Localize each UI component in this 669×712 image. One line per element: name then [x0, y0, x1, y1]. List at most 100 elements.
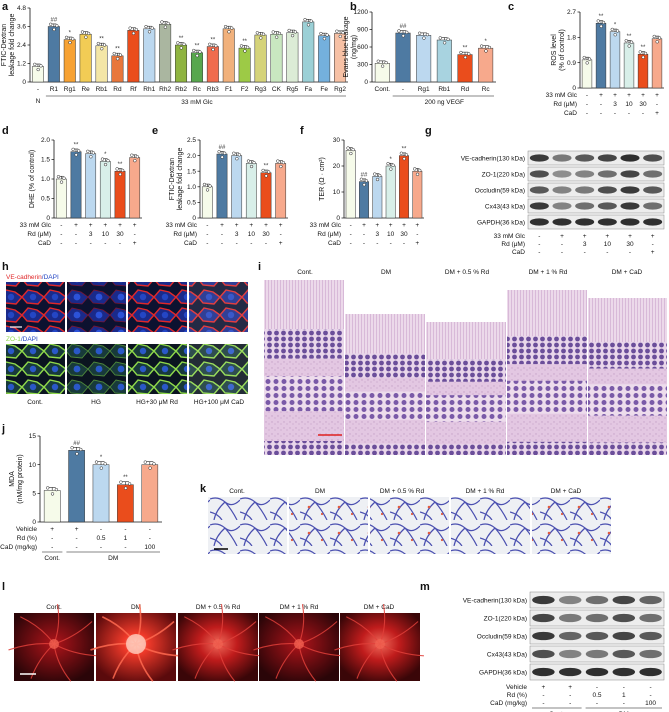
condition-cell: -	[363, 240, 365, 247]
band-label: ZO-1(220 kDa)	[484, 615, 527, 622]
condition-cell: -	[538, 241, 540, 248]
data-point	[376, 59, 380, 63]
data-point	[610, 27, 614, 32]
condition-cell: +	[655, 110, 659, 117]
condition-row-label: Rd (μM)	[27, 231, 51, 238]
optic-disc	[375, 639, 385, 649]
x-tick-label: -	[37, 86, 39, 93]
caption-h-1: HG	[91, 399, 101, 406]
condition-cell: -	[75, 240, 77, 247]
caption-i-4: DM + CaD	[612, 269, 643, 276]
data-point	[275, 35, 279, 39]
caption-l-1: DM	[131, 604, 141, 611]
data-point	[243, 49, 247, 53]
y-axis-label: DHE (% of control)	[29, 150, 36, 208]
blot-band	[612, 649, 636, 659]
x-tick-label: Rg1	[64, 86, 76, 93]
condition-cell: 3	[235, 231, 239, 238]
condition-cell: +	[568, 684, 572, 691]
blot-band	[620, 186, 640, 194]
band-label: ZO-1(220 kDa)	[482, 171, 525, 178]
condition-cell: -	[51, 535, 53, 542]
if-zo-cont	[6, 344, 65, 394]
condition-cell: 3	[583, 241, 587, 248]
panel-label-f: f	[300, 125, 304, 137]
y-tick-label: 30	[333, 137, 341, 144]
data-point	[422, 36, 426, 40]
data-point	[205, 188, 210, 192]
data-point	[287, 28, 291, 33]
y-axis-label: MDA(nM/mg protein)	[9, 454, 24, 503]
outer-plexiform-layer	[426, 381, 506, 396]
condition-cell: -	[100, 526, 102, 533]
y-tick-label: 0.5	[41, 196, 50, 203]
condition-cell: +	[279, 222, 283, 229]
y-tick-label: 20	[333, 163, 341, 170]
panel-label-d: d	[2, 125, 9, 137]
x-tick-label: R1	[50, 86, 59, 93]
caption-i-1: DM	[381, 269, 391, 276]
condition-row-label: CaD	[184, 240, 197, 247]
condition-cell: +	[542, 684, 546, 691]
data-point	[293, 30, 297, 34]
data-point	[202, 182, 207, 187]
data-point	[281, 160, 285, 165]
data-point	[425, 32, 430, 37]
data-point	[150, 26, 154, 30]
condition-row-label: Vehicle	[506, 684, 527, 691]
data-point	[230, 26, 234, 30]
band-label: GAPDH(36 kDa)	[477, 219, 525, 226]
condition-cell: 0.5	[592, 692, 601, 699]
data-point	[208, 184, 212, 188]
group-label-vegf: 200 ng VEGF	[425, 99, 464, 106]
blot-band	[639, 595, 662, 605]
data-point	[249, 164, 254, 169]
data-point	[56, 175, 61, 179]
y-tick-label: 5	[32, 491, 36, 498]
x-tick-label: F1	[225, 86, 233, 93]
data-point	[615, 29, 620, 33]
condition-cell: +	[133, 222, 137, 229]
condition-cell: -	[76, 544, 78, 551]
data-point	[127, 482, 132, 486]
data-point	[147, 30, 152, 34]
inner-plexiform-layer	[507, 413, 587, 442]
data-point	[484, 49, 488, 53]
condition-row-label: Rd (μM)	[317, 231, 341, 238]
y-tick-label: 2.5	[187, 137, 196, 144]
inner-nuclear-layer	[507, 380, 587, 414]
band-label: Cx43(43 kDa)	[487, 651, 527, 658]
condition-cell: -	[134, 231, 136, 238]
outer-plexiform-layer	[507, 364, 587, 381]
panel-label-l: l	[2, 581, 5, 593]
caption-l-2: DM + 0.5 % Rd	[196, 604, 241, 611]
y-tick-label: 0	[336, 215, 340, 222]
data-point	[115, 167, 119, 171]
blot-band	[639, 631, 662, 641]
x-tick-label: Re	[81, 86, 90, 93]
data-point	[375, 177, 380, 182]
x-tick-label: Rb2	[175, 86, 187, 93]
data-point	[405, 30, 409, 34]
condition-cell: -	[628, 110, 630, 117]
data-point	[116, 57, 120, 61]
data-point	[86, 149, 90, 153]
condition-cell: -	[124, 544, 126, 551]
blot-band	[612, 667, 636, 677]
blot-band	[639, 667, 662, 677]
if-ve-cont	[6, 282, 65, 332]
x-tick-label: CK	[272, 86, 282, 93]
condition-cell: -	[596, 684, 598, 691]
y-tick-label: 300	[357, 62, 368, 69]
condition-cell: 100	[144, 544, 155, 551]
significance-mark: *	[614, 23, 617, 29]
data-point	[397, 29, 401, 33]
data-point	[373, 172, 377, 176]
blot-band	[597, 218, 617, 226]
caption-l-3: DM + 1 % Rd	[280, 604, 319, 611]
condition-cell: +	[415, 240, 419, 247]
data-point	[641, 55, 645, 59]
data-point	[79, 447, 83, 452]
